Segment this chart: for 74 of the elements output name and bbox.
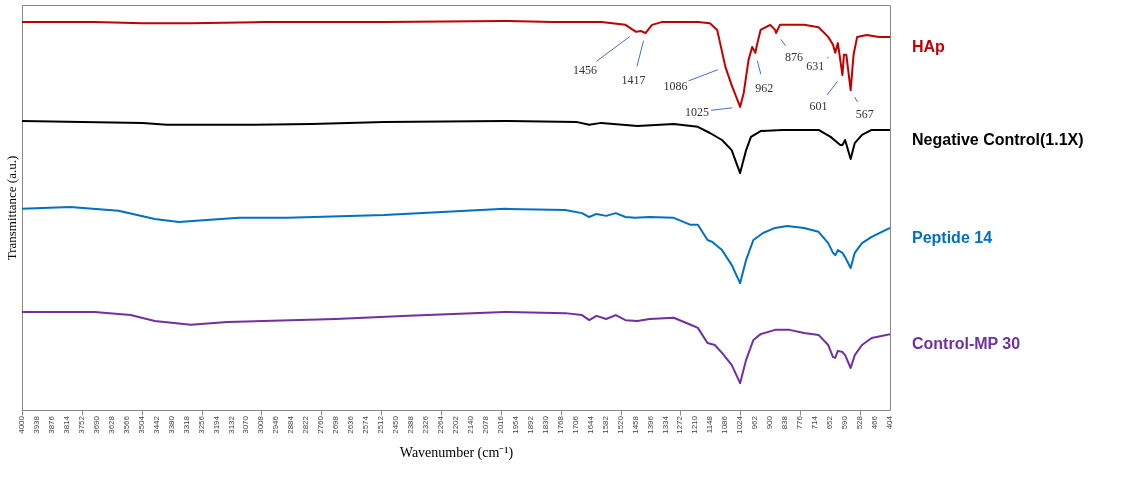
series-label: Peptide 14 xyxy=(912,228,993,246)
x-axis-title: Wavenumber (cm⁻¹) xyxy=(399,445,514,461)
x-tick-label: 2884 xyxy=(286,415,296,434)
x-tick-label: 3876 xyxy=(46,415,56,434)
x-tick-label: 1458 xyxy=(630,415,640,434)
x-tick-label: 2264 xyxy=(436,415,446,434)
x-tick-label: 3194 xyxy=(211,415,221,434)
x-tick-label: 1024 xyxy=(735,415,745,434)
x-tick-label: 3752 xyxy=(76,415,86,434)
x-tick-label: 2388 xyxy=(406,415,416,434)
annotation: 1086 xyxy=(663,78,688,93)
x-tick-label: 900 xyxy=(765,415,775,430)
x-tick-label: 528 xyxy=(855,415,865,430)
x-tick-label: 3256 xyxy=(196,415,206,434)
x-tick-label: 1272 xyxy=(675,415,685,434)
x-tick-label: 1892 xyxy=(525,415,535,434)
series-label: Control-MP 30 xyxy=(912,335,1021,353)
x-tick-label: 838 xyxy=(780,415,790,430)
x-tick-label: 714 xyxy=(810,415,820,430)
x-tick-label: 2450 xyxy=(391,415,401,434)
x-tick-label: 3504 xyxy=(136,415,146,434)
x-tick-label: 2760 xyxy=(316,415,326,434)
x-tick-label: 4000 xyxy=(17,415,26,434)
x-tick-label: 3566 xyxy=(121,415,131,434)
x-tick-label: 3070 xyxy=(241,415,251,434)
x-tick-label: 404 xyxy=(885,415,894,430)
annotation: 962 xyxy=(755,80,774,95)
x-tick-label: 466 xyxy=(870,415,880,430)
x-tick-label: 962 xyxy=(750,415,760,430)
x-tick-label: 1830 xyxy=(540,415,550,434)
x-tick-label: 1644 xyxy=(585,415,595,434)
x-tick-label: 1768 xyxy=(555,415,565,434)
x-tick-label: 3690 xyxy=(91,415,101,434)
annotation: 567 xyxy=(855,107,874,122)
annotation: 1025 xyxy=(685,104,710,119)
y-axis-title: Transmittance (a.u.) xyxy=(3,155,19,261)
x-tick-label: 3132 xyxy=(226,415,236,434)
x-tick-label: 1706 xyxy=(570,415,580,434)
x-tick-label: 2698 xyxy=(331,415,341,434)
x-tick-label: 3814 xyxy=(61,415,71,434)
x-tick-label: 1148 xyxy=(705,415,715,434)
annotation: 1417 xyxy=(621,73,646,88)
series-label: HAp xyxy=(912,37,946,55)
x-tick-label: 2202 xyxy=(451,415,460,434)
x-tick-label: 2016 xyxy=(495,415,505,434)
x-tick-label: 2636 xyxy=(346,415,356,434)
x-tick-label: 1210 xyxy=(690,415,700,434)
x-tick-label: 652 xyxy=(825,415,835,430)
x-tick-label: 3008 xyxy=(256,415,266,434)
x-tick-label: 2822 xyxy=(301,415,311,434)
x-tick-label: 776 xyxy=(795,415,805,430)
x-tick-label: 1582 xyxy=(600,415,610,434)
x-tick-label: 3380 xyxy=(166,415,176,434)
x-tick-label: 2078 xyxy=(480,415,490,434)
x-tick-label: 3318 xyxy=(181,415,191,434)
annotation: 1456 xyxy=(573,62,598,77)
annotation: 601 xyxy=(809,99,828,114)
x-tick-label: 2140 xyxy=(465,415,475,434)
x-tick-label: 1334 xyxy=(660,415,670,434)
x-tick-label: 590 xyxy=(840,415,850,430)
x-tick-label: 2574 xyxy=(361,415,371,434)
x-tick-label: 3938 xyxy=(31,415,41,434)
x-tick-label: 2326 xyxy=(421,415,431,434)
annotation: 876 xyxy=(785,50,804,65)
x-tick-label: 1954 xyxy=(510,415,520,434)
x-tick-label: 2512 xyxy=(376,415,386,434)
annotation: 631 xyxy=(806,58,825,73)
x-tick-label: 1086 xyxy=(720,415,730,434)
x-tick-label: 3442 xyxy=(151,415,161,434)
x-tick-label: 2946 xyxy=(271,415,281,434)
x-tick-label: 3628 xyxy=(106,415,116,434)
x-tick-label: 1520 xyxy=(615,415,625,434)
series-label: Negative Control(1.1X) xyxy=(912,130,1084,148)
x-tick-label: 1396 xyxy=(645,415,655,434)
